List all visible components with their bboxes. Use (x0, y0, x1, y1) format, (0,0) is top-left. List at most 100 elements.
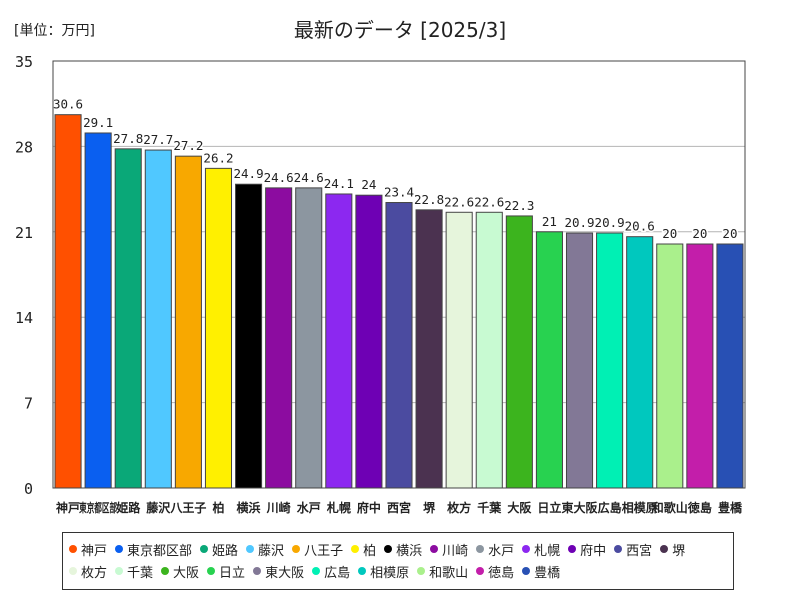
legend-label: 枚方 (81, 565, 108, 581)
x-tick-label: 日立 (537, 500, 561, 515)
bar (505, 215, 533, 489)
data-label: 27.8 (113, 131, 143, 146)
bar (686, 243, 714, 489)
legend-label: 川崎 (442, 543, 469, 559)
legend-label: 藤沢 (258, 543, 285, 559)
legend-swatch (115, 545, 124, 553)
chart-title: 最新のデータ [2025/3] (293, 18, 507, 42)
data-label: 20.6 (625, 219, 655, 234)
bar (475, 211, 503, 489)
data-label: 22.8 (414, 192, 444, 207)
data-label: 21 (542, 214, 557, 229)
x-tick-label: 姫路 (116, 500, 141, 515)
legend-item: 府中 (568, 538, 606, 560)
legend-label: 八王子 (304, 543, 344, 559)
legend-label: 札幌 (534, 543, 561, 559)
bar (596, 232, 624, 489)
bar (325, 193, 353, 489)
legend-swatch (351, 545, 360, 553)
bar (174, 155, 202, 489)
x-tick-label: 徳島 (687, 500, 712, 515)
legend-item: 相模原 (358, 560, 409, 582)
legend-label: 和歌山 (429, 565, 469, 581)
x-tick-label: 八王子 (169, 501, 206, 515)
legend-item: 枚方 (69, 560, 107, 582)
legend-swatch (476, 545, 485, 553)
legend-label: 豊橋 (534, 565, 561, 581)
bar (204, 167, 233, 489)
data-label: 20 (722, 226, 737, 241)
legend-label: 広島 (324, 565, 351, 581)
data-label: 23.4 (384, 185, 414, 200)
legend-label: 神戸 (81, 543, 108, 559)
legend-swatch (358, 567, 367, 575)
bar (295, 187, 323, 489)
x-tick-label: 和歌山 (651, 500, 688, 515)
legend-item: 横浜 (384, 538, 422, 560)
legend-item: 和歌山 (417, 560, 468, 582)
legend-label: 徳島 (488, 565, 515, 581)
legend: 神戸 東京都区部 姫路 藤沢 八王子 柏 横浜 川崎 水戸 札幌 府中 西宮 堺枚方 千葉 大阪 日立 東大阪 広… (62, 532, 734, 590)
data-label: 24 (361, 177, 376, 192)
legend-swatch (200, 545, 209, 553)
legend-swatch (522, 567, 531, 575)
bar (656, 243, 684, 489)
x-tick-label: 横浜 (237, 500, 261, 515)
data-label: 24.1 (324, 176, 354, 191)
x-tick-label: 神戸 (56, 500, 80, 515)
data-label: 20 (662, 226, 677, 241)
bar (565, 232, 594, 489)
data-label: 20.9 (564, 215, 594, 230)
legend-label: 相模原 (370, 565, 410, 581)
x-tick-label: 広島 (598, 500, 622, 515)
legend-swatch (614, 545, 623, 553)
legend-swatch (430, 545, 439, 553)
x-tick-label: 東京都区部 (79, 500, 117, 515)
y-tick-label: 28 (15, 138, 33, 156)
legend-label: 大阪 (173, 565, 200, 581)
legend-item: 大阪 (161, 560, 199, 582)
legend-swatch (253, 567, 262, 575)
legend-label: 日立 (219, 565, 246, 581)
bar (54, 114, 82, 489)
data-label: 24.9 (234, 166, 264, 181)
legend-item: 徳島 (476, 560, 514, 582)
legend-swatch (312, 567, 321, 575)
y-tick-label: 7 (24, 395, 33, 413)
x-tick-label: 川崎 (266, 500, 291, 515)
y-tick-label: 0 (24, 480, 33, 498)
legend-label: 東京都区部 (127, 543, 193, 559)
bar (716, 243, 744, 489)
bar (355, 194, 383, 489)
legend-swatch (660, 545, 669, 553)
data-label: 22.6 (474, 194, 504, 209)
x-tick-label: 枚方 (447, 500, 471, 515)
data-label: 27.2 (173, 138, 203, 153)
x-tick-label: 柏 (212, 500, 224, 515)
legend-label: 堺 (672, 543, 686, 559)
x-tick-label: 千葉 (477, 500, 502, 515)
legend-item: 八王子 (292, 538, 343, 560)
legend-item: 東大阪 (253, 560, 304, 582)
x-tick-label: 大阪 (507, 500, 532, 515)
legend-item: 藤沢 (246, 538, 284, 560)
data-label: 24.6 (264, 170, 294, 185)
data-label: 27.7 (143, 132, 173, 147)
data-label: 24.6 (294, 170, 324, 185)
legend-swatch (476, 567, 485, 575)
legend-swatch (115, 567, 124, 575)
x-tick-label: 府中 (357, 500, 381, 515)
data-label: 29.1 (83, 115, 113, 130)
legend-item: 東京都区部 (115, 538, 192, 560)
legend-item: 千葉 (115, 560, 153, 582)
y-axis-ticks: 0 7 14 21 28 35 (15, 53, 33, 498)
data-label: 20.9 (595, 215, 625, 230)
legend-swatch (522, 545, 531, 553)
legend-item: 西宮 (614, 538, 652, 560)
legend-label: 東大阪 (265, 565, 305, 581)
bar (265, 187, 293, 489)
legend-item: 札幌 (522, 538, 560, 560)
legend-item: 豊橋 (522, 560, 560, 582)
legend-item: 日立 (207, 560, 245, 582)
legend-swatch (161, 567, 170, 575)
